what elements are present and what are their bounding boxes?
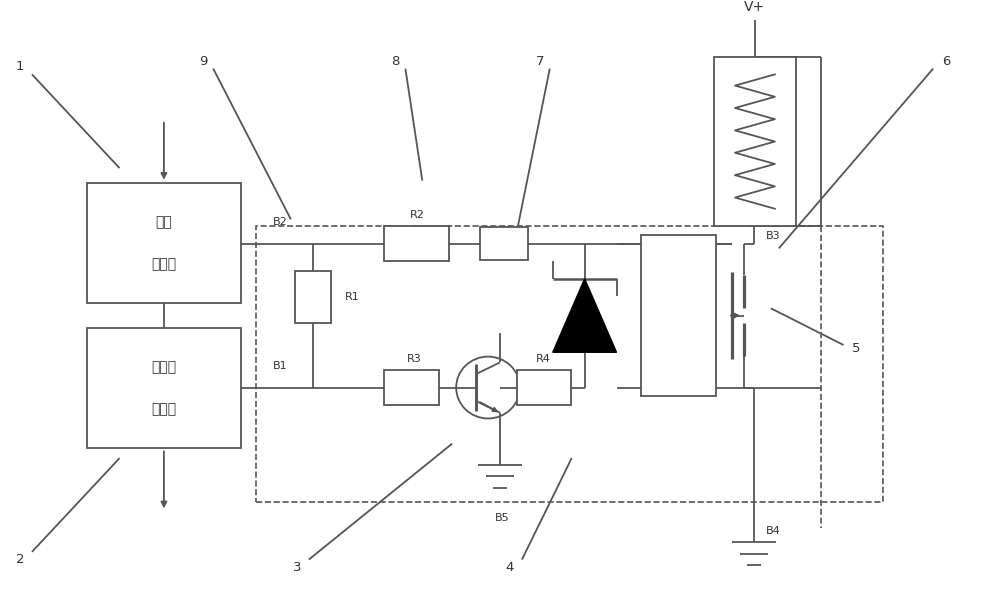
Text: 9: 9: [199, 56, 207, 68]
Text: 制单元: 制单元: [151, 402, 176, 416]
Text: 4: 4: [506, 561, 514, 574]
Text: B1: B1: [273, 361, 288, 371]
Bar: [384, 226, 449, 261]
Bar: [517, 370, 571, 405]
Text: R3: R3: [406, 354, 421, 364]
Text: 8: 8: [391, 56, 400, 68]
Text: R1: R1: [345, 292, 359, 302]
Bar: [87, 328, 241, 448]
Text: B4: B4: [766, 526, 781, 536]
Bar: [256, 226, 883, 501]
Text: 控制器: 控制器: [151, 257, 176, 271]
Text: V+: V+: [744, 0, 765, 13]
Bar: [714, 57, 796, 226]
Text: 7: 7: [536, 56, 544, 68]
Bar: [480, 227, 528, 260]
Text: B3: B3: [766, 231, 781, 241]
Bar: [384, 370, 439, 405]
Text: B5: B5: [495, 513, 509, 523]
Bar: [87, 182, 241, 303]
Text: 1: 1: [16, 60, 24, 73]
Text: B2: B2: [273, 217, 288, 228]
Text: 3: 3: [293, 561, 301, 574]
Bar: [641, 235, 716, 396]
Polygon shape: [553, 279, 617, 352]
Text: R2: R2: [409, 209, 424, 220]
Text: 空调: 空调: [156, 215, 172, 229]
Bar: [295, 271, 331, 323]
Text: 6: 6: [942, 56, 950, 68]
Text: 2: 2: [16, 553, 24, 566]
Text: R4: R4: [536, 354, 551, 364]
Text: 5: 5: [852, 342, 861, 356]
Text: 电子控: 电子控: [151, 360, 176, 374]
